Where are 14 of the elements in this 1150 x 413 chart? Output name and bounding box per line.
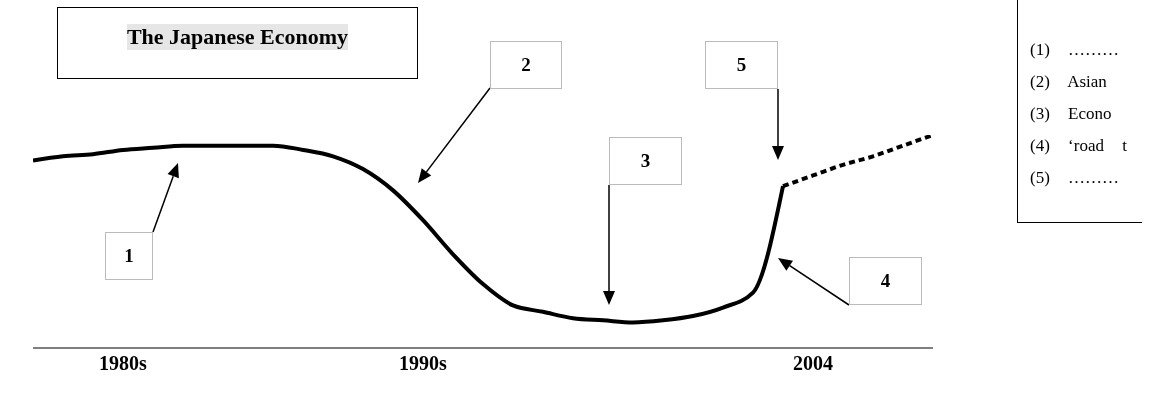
text: (5) ……… bbox=[1030, 167, 1121, 189]
callout-box: 5 bbox=[705, 41, 778, 89]
text: (3) Econo bbox=[1030, 103, 1113, 125]
chart-title: The Japanese Economy bbox=[126, 24, 349, 50]
text: (4) ‘road t bbox=[1030, 135, 1128, 157]
callout-box: 3 bbox=[609, 137, 682, 185]
callout-box: 1 bbox=[105, 232, 153, 280]
text: (2) Asian bbox=[1030, 71, 1108, 93]
callout-box: 4 bbox=[849, 257, 922, 305]
callout-box: 2 bbox=[490, 41, 562, 89]
text: (1) ……… bbox=[1030, 39, 1121, 61]
x-tick-label: 1990s bbox=[399, 352, 448, 375]
x-tick-label: 1980s bbox=[99, 352, 148, 375]
x-tick-label: 2004 bbox=[793, 352, 833, 375]
